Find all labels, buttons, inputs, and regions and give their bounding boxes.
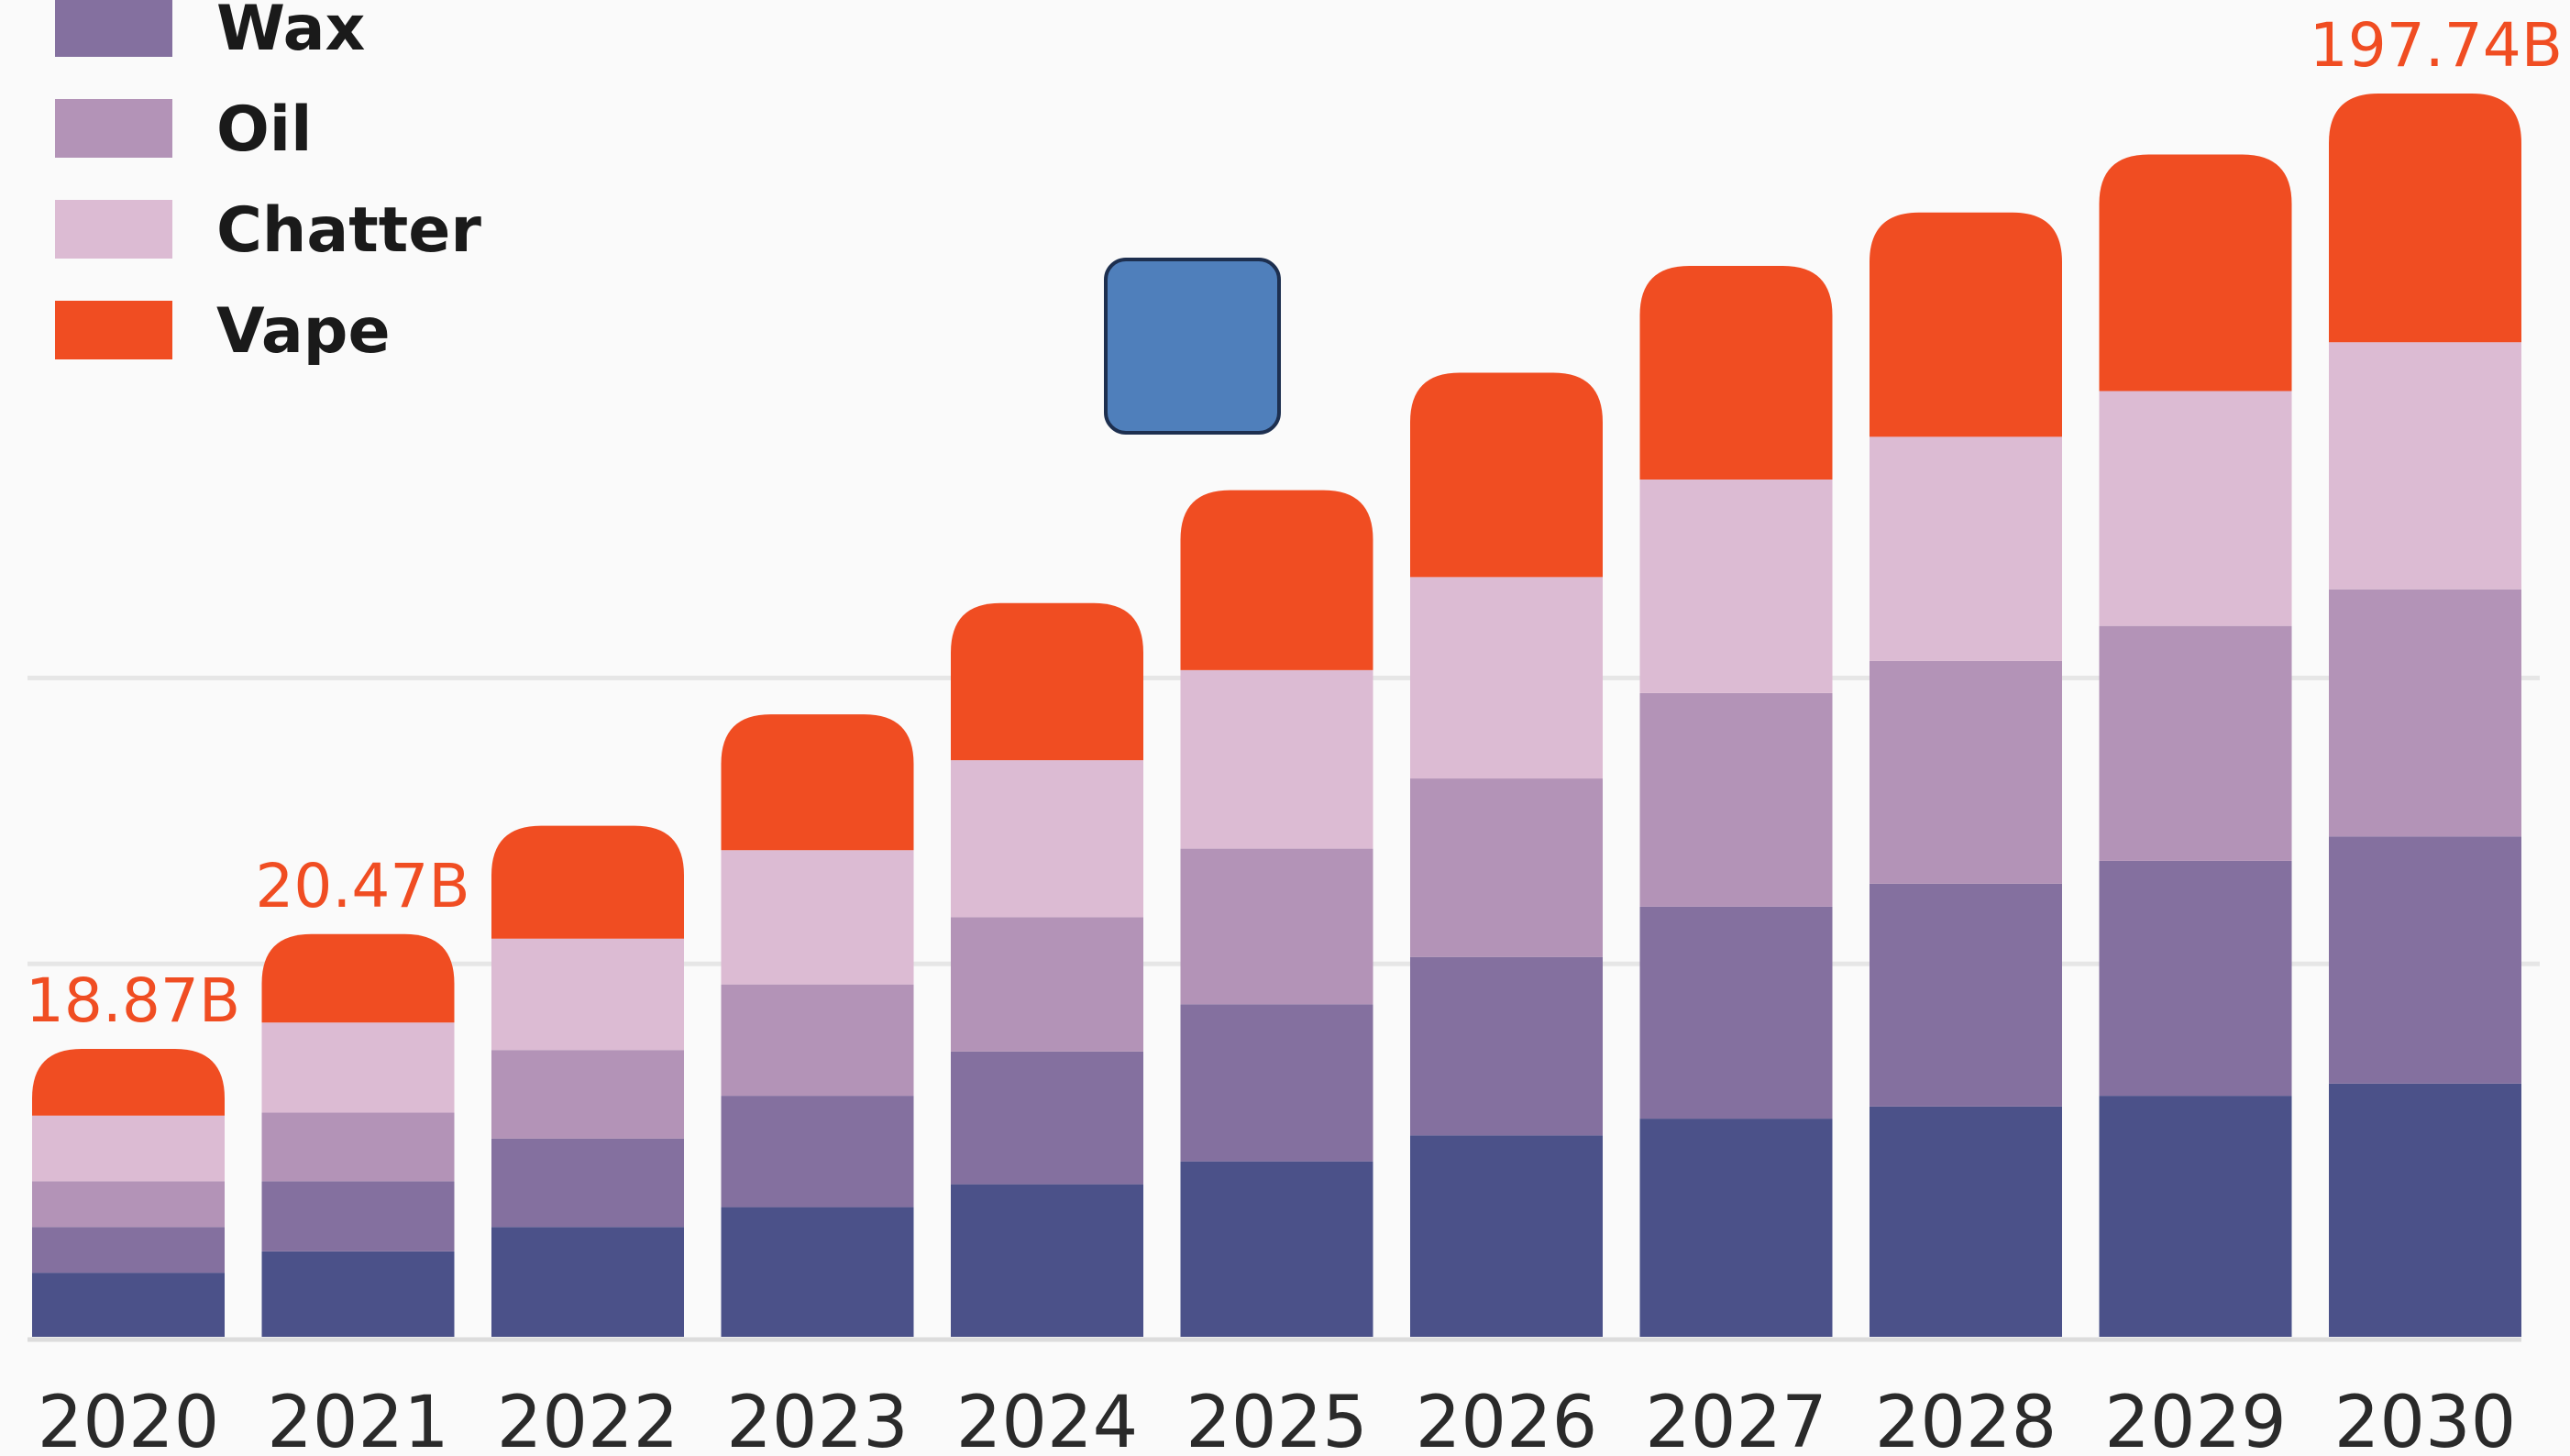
bar-segment-2026-chatter bbox=[1410, 577, 1603, 779]
bar-segment-2023-series-1 bbox=[721, 1207, 914, 1337]
bar-segment-2021-vape bbox=[261, 933, 455, 1023]
x-tick-label-2030: 2030 bbox=[2334, 1382, 2517, 1456]
bar-segment-2030-series-1 bbox=[2329, 1083, 2521, 1337]
bar-segment-2024-wax bbox=[951, 1051, 1143, 1185]
bar-segment-2027-chatter bbox=[1639, 479, 1833, 693]
bar-segment-2022-series-1 bbox=[491, 1227, 684, 1337]
x-tick-label-2026: 2026 bbox=[1416, 1382, 1598, 1456]
x-tick-label-2025: 2025 bbox=[1186, 1382, 1368, 1456]
bar-segment-2028-vape bbox=[1870, 212, 2062, 437]
bar-segment-2027-series-1 bbox=[1639, 1119, 1833, 1337]
bar-segment-2026-series-1 bbox=[1410, 1135, 1603, 1337]
x-tick-label-2027: 2027 bbox=[1645, 1382, 1827, 1456]
x-tick-label-2020: 2020 bbox=[38, 1382, 220, 1456]
bar-segment-2029-chatter bbox=[2099, 391, 2292, 626]
bar-segment-2030-wax bbox=[2329, 836, 2521, 1084]
x-tick-label-2021: 2021 bbox=[267, 1382, 449, 1456]
bar-segment-2029-oil bbox=[2099, 625, 2292, 861]
blue-square-overlay bbox=[1104, 258, 1281, 435]
legend: Wax Oil Chatter Vape bbox=[55, 0, 481, 368]
bar-segment-2030-oil bbox=[2329, 589, 2521, 837]
bar-segment-2025-oil bbox=[1180, 848, 1373, 1005]
bar-segment-2029-vape bbox=[2099, 154, 2292, 392]
bar-segment-2027-wax bbox=[1639, 906, 1833, 1120]
data-label-2020: 18.87B bbox=[26, 965, 240, 1036]
legend-swatch-chatter bbox=[55, 200, 172, 259]
legend-swatch-vape bbox=[55, 301, 172, 359]
legend-label-vape: Vape bbox=[216, 295, 391, 368]
bar-segment-2022-oil bbox=[491, 1050, 684, 1139]
data-label-2030: 197.74B bbox=[2310, 10, 2563, 81]
bar-segment-2026-vape bbox=[1410, 372, 1603, 578]
bar-segment-2024-chatter bbox=[951, 760, 1143, 918]
bar-segment-2028-wax bbox=[1870, 883, 2062, 1107]
x-tick-label-2028: 2028 bbox=[1875, 1382, 2057, 1456]
bar-segment-2021-chatter bbox=[261, 1022, 455, 1113]
bar-segment-2024-oil bbox=[951, 917, 1143, 1052]
bar-segment-2022-vape bbox=[491, 825, 684, 939]
x-tick-label-2029: 2029 bbox=[2104, 1382, 2287, 1456]
bar-segment-2025-vape bbox=[1180, 490, 1373, 670]
legend-label-oil: Oil bbox=[216, 94, 312, 166]
bar-segment-2020-chatter bbox=[32, 1115, 225, 1182]
bar-segment-2024-vape bbox=[951, 602, 1143, 761]
bar-segment-2026-wax bbox=[1410, 956, 1603, 1136]
bar-segment-2020-series-1 bbox=[32, 1273, 225, 1337]
legend-swatch-oil bbox=[55, 99, 172, 158]
bar-segment-2028-chatter bbox=[1870, 436, 2062, 661]
data-label-2021: 20.47B bbox=[255, 851, 469, 921]
bar-segment-2021-series-1 bbox=[261, 1251, 455, 1337]
bar-segment-2027-oil bbox=[1639, 692, 1833, 907]
bar-segment-2030-chatter bbox=[2329, 342, 2521, 590]
legend-swatch-wax bbox=[55, 0, 172, 57]
bar-segment-2025-chatter bbox=[1180, 669, 1373, 849]
bar-segment-2021-oil bbox=[261, 1112, 455, 1182]
bar-segment-2020-wax bbox=[32, 1227, 225, 1274]
legend-label-chatter: Chatter bbox=[216, 194, 481, 267]
bar-segment-2029-wax bbox=[2099, 860, 2292, 1097]
bar-segment-2023-oil bbox=[721, 984, 914, 1097]
bar-segment-2030-vape bbox=[2329, 94, 2521, 343]
bar-segment-2029-series-1 bbox=[2099, 1096, 2292, 1337]
x-tick-label-2022: 2022 bbox=[497, 1382, 679, 1456]
x-tick-label-2023: 2023 bbox=[726, 1382, 909, 1456]
bar-segment-2023-vape bbox=[721, 714, 914, 851]
bar-segment-2022-wax bbox=[491, 1138, 684, 1228]
bar-segment-2026-oil bbox=[1410, 778, 1603, 957]
bar-segment-2021-wax bbox=[261, 1181, 455, 1252]
x-axis-ticks: 2020 2021 2022 2023 2024 2025 2026 2027 2028 2029… bbox=[38, 1382, 2517, 1456]
bar-segment-2020-oil bbox=[32, 1181, 225, 1228]
bar-segment-2025-series-1 bbox=[1180, 1161, 1373, 1337]
bar-segment-2028-oil bbox=[1870, 660, 2062, 884]
bars bbox=[32, 94, 2521, 1337]
bar-segment-2028-series-1 bbox=[1870, 1106, 2062, 1337]
bar-segment-2027-vape bbox=[1639, 266, 1833, 480]
bar-segment-2023-chatter bbox=[721, 850, 914, 985]
bar-segment-2020-vape bbox=[32, 1049, 225, 1116]
legend-label-wax: Wax bbox=[216, 0, 365, 65]
bar-segment-2024-series-1 bbox=[951, 1184, 1143, 1337]
x-tick-label-2024: 2024 bbox=[956, 1382, 1139, 1456]
bar-segment-2025-wax bbox=[1180, 1004, 1373, 1162]
bar-segment-2023-wax bbox=[721, 1096, 914, 1208]
bar-segment-2022-chatter bbox=[491, 938, 684, 1051]
